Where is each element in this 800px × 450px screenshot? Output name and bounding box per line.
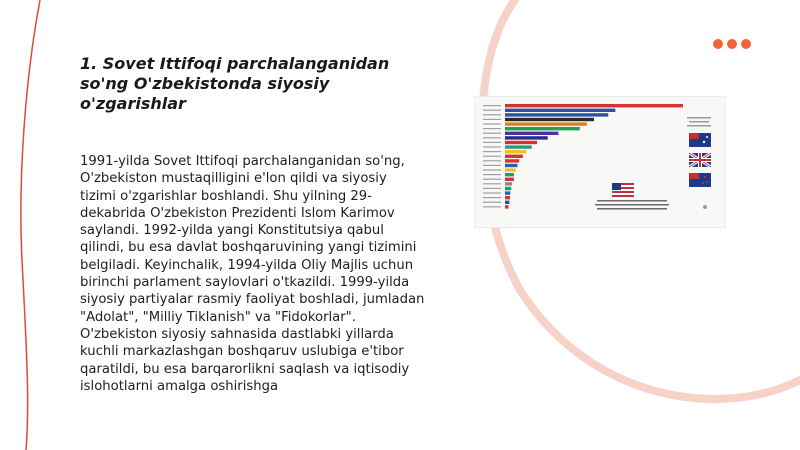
chart-bar — [505, 168, 516, 172]
bar-chart-race-image — [475, 97, 725, 227]
chart-bar — [505, 140, 538, 145]
bar-label — [483, 206, 501, 208]
bar-label — [483, 183, 501, 185]
chart-bar — [505, 136, 548, 140]
chart-bar — [505, 131, 559, 135]
bar-label — [483, 164, 501, 166]
flag-new-zealand-icon — [689, 173, 711, 187]
chart-bar — [505, 154, 523, 158]
slide-title: 1. Sovet Ittifoqi parchalanganidan so'ng… — [80, 54, 390, 113]
bar-label — [483, 123, 501, 125]
bar-label — [483, 178, 501, 180]
flag-uk-icon — [688, 151, 712, 169]
chart-bar — [505, 145, 532, 149]
bar-label — [483, 141, 501, 143]
chart-bar — [505, 108, 616, 112]
flag-australia-icon — [689, 133, 711, 147]
bar-label — [483, 109, 501, 111]
flag-usa-icon — [612, 183, 634, 197]
chart-bar — [505, 186, 512, 191]
caption-lines — [595, 200, 669, 210]
bar-label — [483, 169, 501, 171]
chart-bar — [505, 127, 580, 131]
chart-bar — [505, 173, 514, 177]
chart-bar — [505, 196, 510, 200]
bar-label — [483, 197, 501, 199]
bar-label — [483, 137, 501, 139]
bar-label — [483, 155, 501, 157]
bar-label — [483, 114, 501, 116]
chart-bar — [505, 150, 527, 154]
bar-label — [483, 192, 501, 194]
chart-bar — [505, 205, 509, 209]
bar-label — [483, 151, 501, 153]
chart-bar — [505, 200, 510, 204]
chart-bar — [505, 113, 609, 117]
chart-bar — [505, 122, 587, 126]
bar-label — [483, 187, 501, 189]
chart-bar — [505, 177, 514, 181]
watermark-icon — [703, 205, 707, 209]
chart-bar — [505, 104, 683, 108]
chart-bar — [505, 163, 518, 168]
slide-body-text: 1991-yilda Sovet Ittifoqi parchalanganid… — [80, 154, 425, 394]
bar-label — [483, 174, 501, 176]
bar-label — [483, 128, 501, 130]
chart-bar — [505, 117, 594, 122]
bar-label — [483, 160, 501, 162]
three-dots-icon — [713, 39, 751, 49]
chart-bar — [505, 159, 520, 163]
bar-label — [483, 201, 501, 203]
bar-label — [483, 146, 501, 148]
chart-bar — [505, 191, 511, 195]
bar-label — [483, 118, 501, 120]
bar-label — [483, 132, 501, 134]
legend-lines — [687, 117, 711, 127]
chart-bar — [505, 182, 513, 186]
bar-label — [483, 105, 501, 107]
